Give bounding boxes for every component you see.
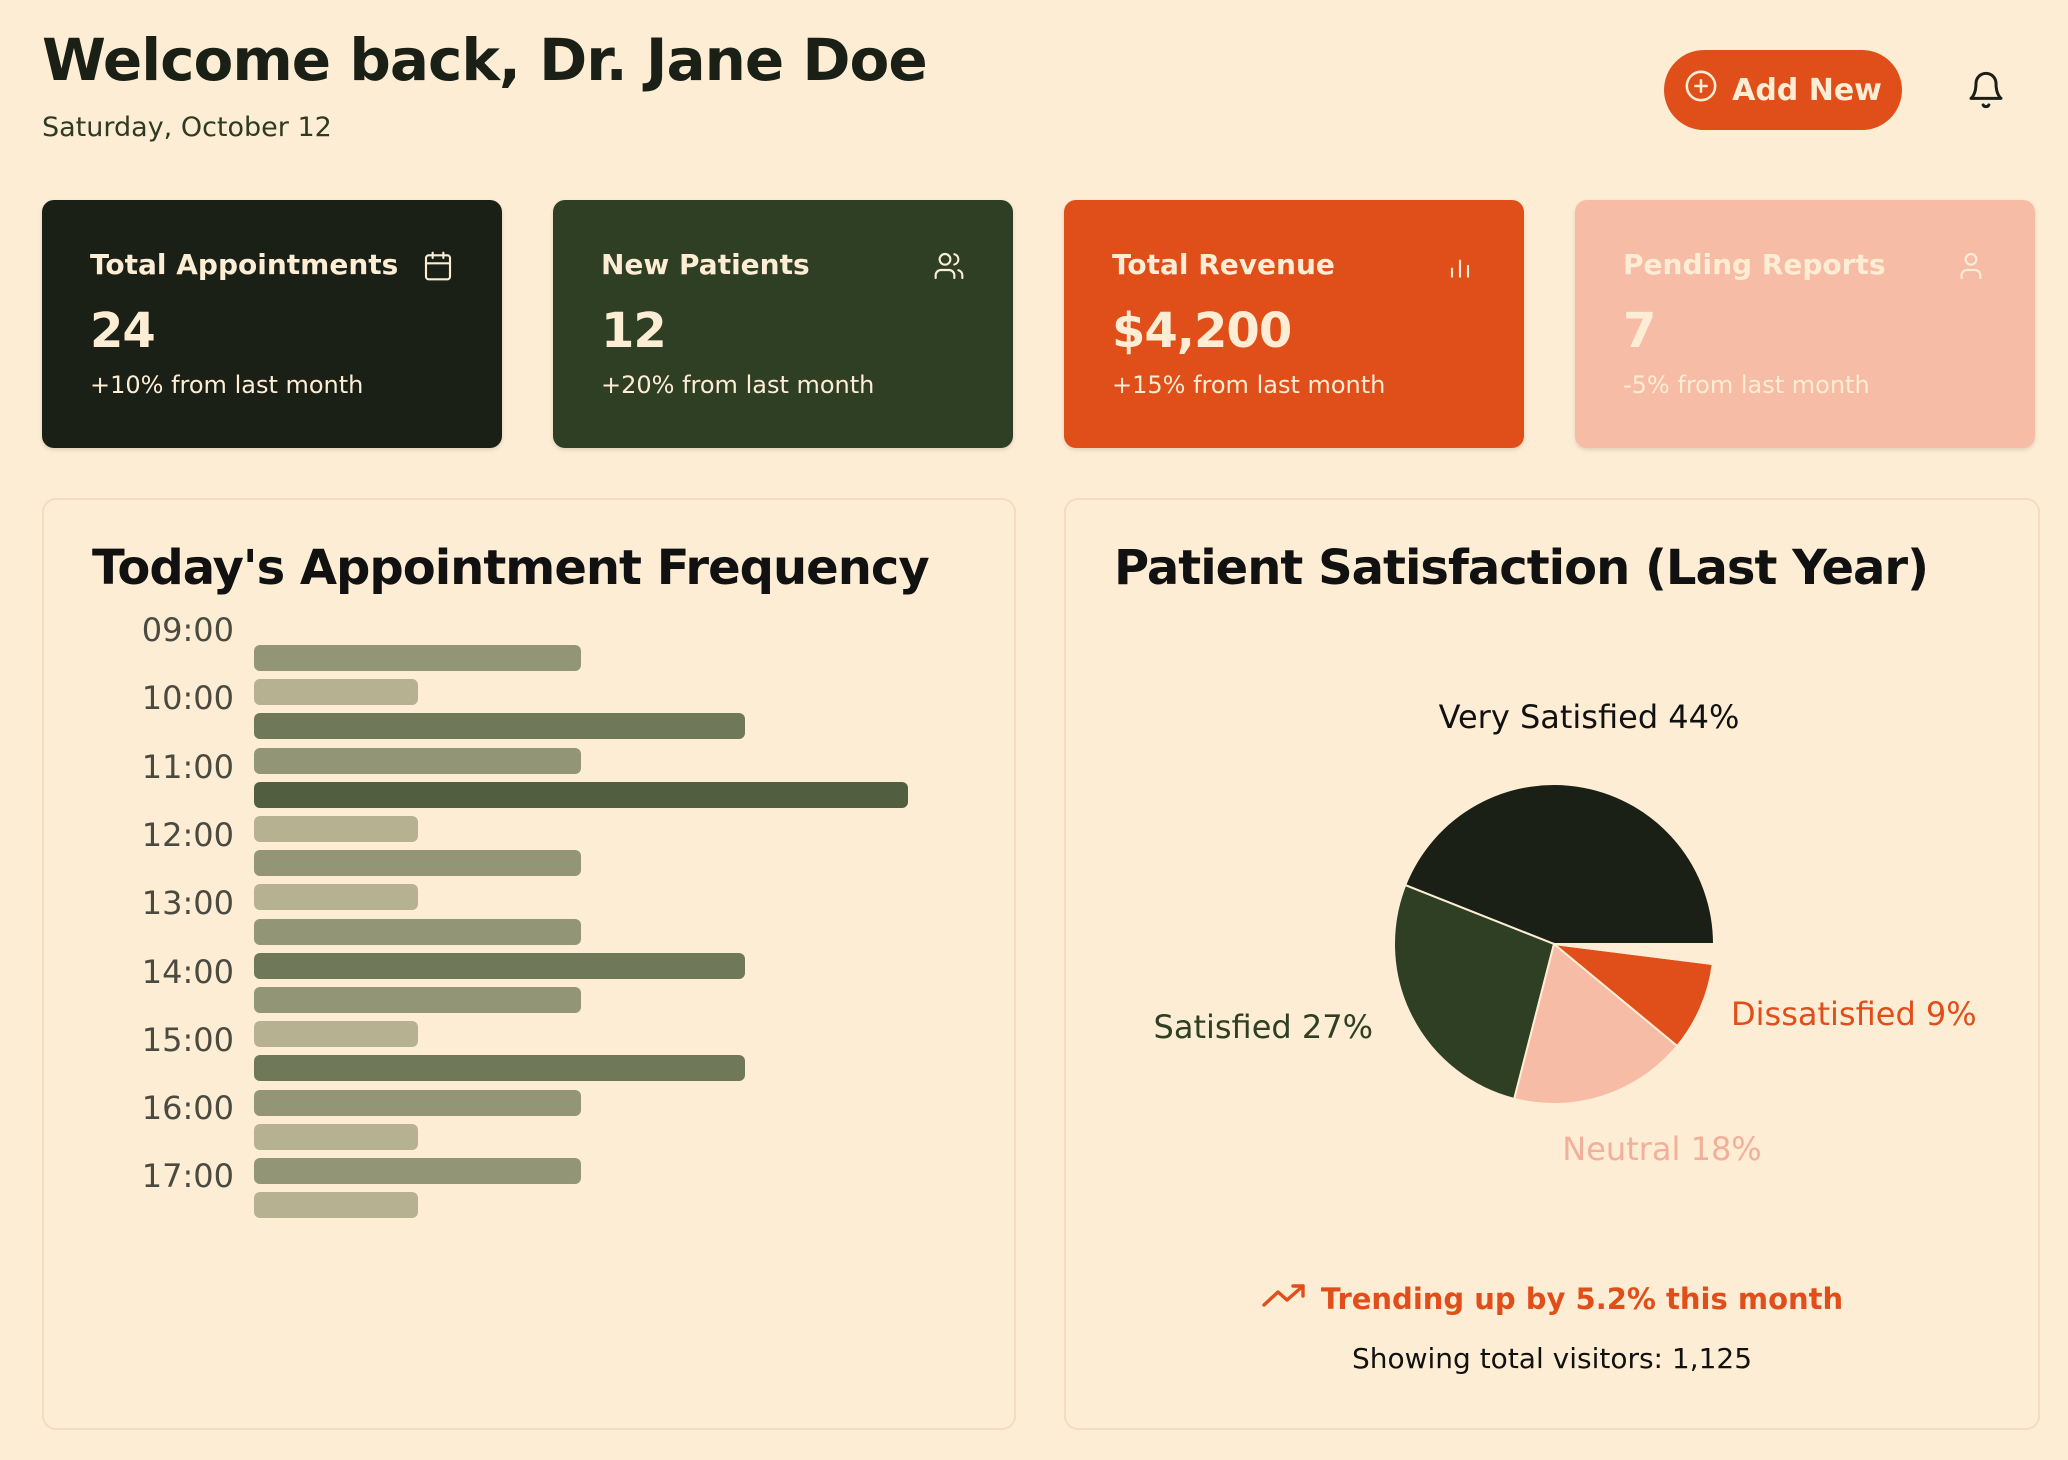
pie-slice-neutral [1512, 942, 1679, 1105]
stat-change: +10% from last month [90, 371, 364, 399]
time-axis-label: 09:00 [141, 611, 234, 649]
pie-label-dissatisfied: Dissatisfied 9% [1731, 995, 1977, 1033]
patient-satisfaction-title: Patient Satisfaction (Last Year) [1114, 540, 1929, 596]
time-axis-label: 16:00 [141, 1089, 234, 1128]
notification-bell-icon[interactable] [1966, 68, 2006, 112]
stat-title: New Patients [601, 248, 810, 281]
time-axis-label: 11:00 [141, 747, 234, 786]
add-new-label: Add New [1732, 72, 1882, 108]
stat-change: -5% from last month [1623, 371, 1870, 399]
pie-label-very-satisfied: Very Satisfied 44% [1438, 698, 1740, 736]
frequency-bar [254, 747, 581, 774]
frequency-bar [254, 1123, 418, 1150]
pie-label-neutral: Neutral 18% [1562, 1130, 1762, 1168]
frequency-bar [254, 1158, 581, 1184]
appointment-frequency-title: Today's Appointment Frequency [92, 540, 930, 596]
pie-slice-remainder [1553, 943, 1716, 966]
frequency-bar [254, 952, 745, 979]
stat-title: Total Revenue [1112, 248, 1335, 281]
pie-slice-very-satisfied [1403, 783, 1716, 945]
frequency-bar [254, 884, 418, 911]
stat-value: 7 [1623, 303, 1656, 359]
pie-label-satisfied: Satisfied 27% [1153, 1008, 1373, 1046]
satisfaction-pie-chart [1393, 783, 1716, 1105]
stat-card-total-appointments: Total Appointments 24 +10% from last mon… [42, 200, 502, 448]
frequency-bar [254, 918, 581, 945]
pie-slice-satisfied [1393, 883, 1556, 1101]
trending-up-icon [1261, 1280, 1307, 1317]
stat-value: 12 [601, 303, 667, 359]
stat-value: $4,200 [1112, 303, 1292, 359]
bar-chart-icon [1444, 250, 1476, 282]
user-icon [1955, 250, 1987, 282]
frequency-bar [254, 1089, 581, 1116]
time-axis-label: 10:00 [141, 679, 234, 718]
frequency-bar [254, 1021, 418, 1048]
stat-change: +15% from last month [1112, 371, 1386, 399]
calendar-icon [422, 250, 454, 282]
time-axis-label: 15:00 [141, 1020, 234, 1059]
time-axis-label: 14:00 [141, 952, 234, 991]
stat-card-new-patients: New Patients 12 +20% from last month [553, 200, 1013, 448]
appointment-frequency-panel: Today's Appointment Frequency 09:00 10:00… [42, 498, 1016, 1430]
stat-card-total-revenue: Total Revenue $4,200 +15% from last mont… [1064, 200, 1524, 448]
frequency-bar [254, 645, 581, 671]
time-axis-label: 17:00 [141, 1157, 234, 1196]
total-visitors-text: Showing total visitors: 1,125 [1351, 1342, 1753, 1375]
page-date: Saturday, October 12 [42, 112, 332, 143]
frequency-bar [254, 1192, 418, 1219]
time-axis-label: 13:00 [141, 884, 234, 923]
patient-satisfaction-panel: Patient Satisfaction (Last Year) Very Sa… [1064, 498, 2040, 1430]
stat-title: Total Appointments [90, 248, 399, 281]
frequency-bar [254, 781, 908, 808]
users-icon [933, 250, 965, 282]
frequency-bar [254, 850, 581, 877]
stat-card-pending-reports: Pending Reports 7 -5% from last month [1575, 200, 2035, 448]
frequency-bar [254, 713, 745, 740]
frequency-bar [254, 816, 418, 842]
frequency-bar [254, 679, 418, 706]
pie-slice-dissatisfied [1550, 942, 1714, 1048]
stat-title: Pending Reports [1623, 248, 1886, 281]
add-new-button[interactable]: Add New [1664, 50, 1902, 130]
page-title: Welcome back, Dr. Jane Doe [42, 26, 928, 94]
plus-circle-icon [1684, 69, 1718, 111]
trend-indicator: Trending up by 5.2% this month [1066, 1280, 2038, 1317]
trend-text: Trending up by 5.2% this month [1320, 1281, 1844, 1316]
frequency-bar [254, 987, 581, 1013]
stat-value: 24 [90, 303, 156, 359]
time-axis-label: 12:00 [141, 815, 234, 854]
frequency-bar [254, 1055, 745, 1082]
stat-change: +20% from last month [601, 371, 875, 399]
